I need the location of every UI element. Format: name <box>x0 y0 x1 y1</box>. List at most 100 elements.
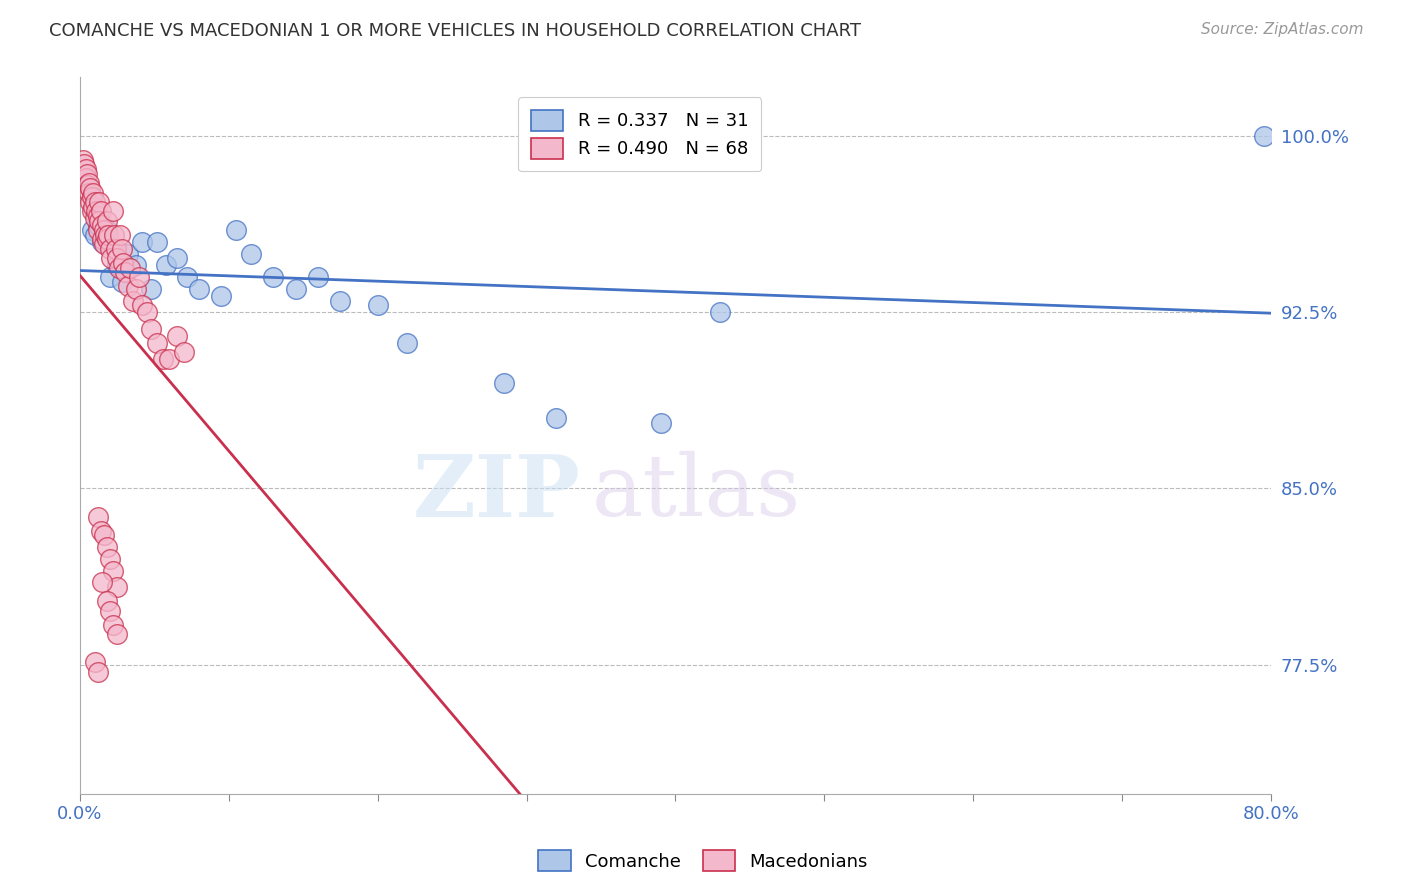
Point <box>122 293 145 308</box>
Point <box>128 270 150 285</box>
Point <box>131 235 153 249</box>
Point <box>93 528 115 542</box>
Point <box>76 167 98 181</box>
Point <box>73 157 96 171</box>
Point <box>87 509 110 524</box>
Point <box>72 153 94 167</box>
Point <box>117 246 139 260</box>
Point <box>103 227 125 242</box>
Point <box>82 200 104 214</box>
Point <box>108 227 131 242</box>
Point <box>83 655 105 669</box>
Point <box>91 219 114 233</box>
Point <box>494 376 516 390</box>
Point <box>98 242 121 256</box>
Point <box>110 275 132 289</box>
Point <box>110 242 132 256</box>
Point <box>240 246 263 260</box>
Point <box>101 564 124 578</box>
Point <box>105 580 128 594</box>
Point <box>135 305 157 319</box>
Point <box>225 223 247 237</box>
Point <box>80 223 103 237</box>
Point <box>114 265 136 279</box>
Point <box>89 194 111 209</box>
Point <box>97 227 120 242</box>
Point <box>307 270 329 285</box>
Point <box>89 213 111 227</box>
Point <box>91 232 114 246</box>
Point <box>125 282 148 296</box>
Point <box>84 204 107 219</box>
Point <box>96 223 118 237</box>
Point <box>77 186 100 200</box>
Point <box>96 232 118 246</box>
Point <box>173 345 195 359</box>
Point <box>91 235 114 249</box>
Point <box>141 282 163 296</box>
Point <box>96 213 118 227</box>
Point <box>101 204 124 219</box>
Point <box>79 181 101 195</box>
Point <box>79 194 101 209</box>
Point <box>101 617 124 632</box>
Point <box>329 293 352 308</box>
Point <box>146 335 169 350</box>
Point <box>120 260 142 275</box>
Point <box>166 328 188 343</box>
Point <box>98 603 121 617</box>
Point <box>367 298 389 312</box>
Point <box>112 256 135 270</box>
Point <box>87 665 110 679</box>
Point <box>166 252 188 266</box>
Legend: Comanche, Macedonians: Comanche, Macedonians <box>531 843 875 879</box>
Point <box>90 204 112 219</box>
Point <box>87 219 110 233</box>
Point <box>104 242 127 256</box>
Point <box>83 227 105 242</box>
Point <box>131 298 153 312</box>
Text: Source: ZipAtlas.com: Source: ZipAtlas.com <box>1201 22 1364 37</box>
Point <box>75 161 97 176</box>
Point <box>77 176 100 190</box>
Point <box>176 270 198 285</box>
Point <box>100 252 122 266</box>
Point <box>87 223 110 237</box>
Text: atlas: atlas <box>592 451 801 534</box>
Point <box>141 322 163 336</box>
Point <box>96 540 118 554</box>
Point <box>80 204 103 219</box>
Point <box>96 594 118 608</box>
Point <box>107 260 129 275</box>
Point <box>94 227 117 242</box>
Point <box>76 178 98 193</box>
Point <box>262 270 284 285</box>
Point <box>75 171 97 186</box>
Point <box>83 211 105 226</box>
Point <box>105 627 128 641</box>
Point <box>396 335 419 350</box>
Point <box>284 282 307 296</box>
Point <box>80 190 103 204</box>
Point <box>157 352 180 367</box>
Point <box>91 575 114 590</box>
Point <box>125 258 148 272</box>
Point <box>98 270 121 285</box>
Point <box>93 237 115 252</box>
Legend: R = 0.337   N = 31, R = 0.490   N = 68: R = 0.337 N = 31, R = 0.490 N = 68 <box>519 97 761 171</box>
Point <box>546 411 568 425</box>
Text: ZIP: ZIP <box>412 450 581 535</box>
Point <box>188 282 211 296</box>
Point <box>146 235 169 249</box>
Point <box>709 305 731 319</box>
Point <box>93 223 115 237</box>
Point <box>87 209 110 223</box>
Point <box>650 416 672 430</box>
Point <box>1253 129 1275 144</box>
Point <box>83 194 105 209</box>
Point <box>152 352 174 367</box>
Point <box>155 258 177 272</box>
Point <box>105 252 128 266</box>
Point <box>82 186 104 200</box>
Point <box>209 289 232 303</box>
